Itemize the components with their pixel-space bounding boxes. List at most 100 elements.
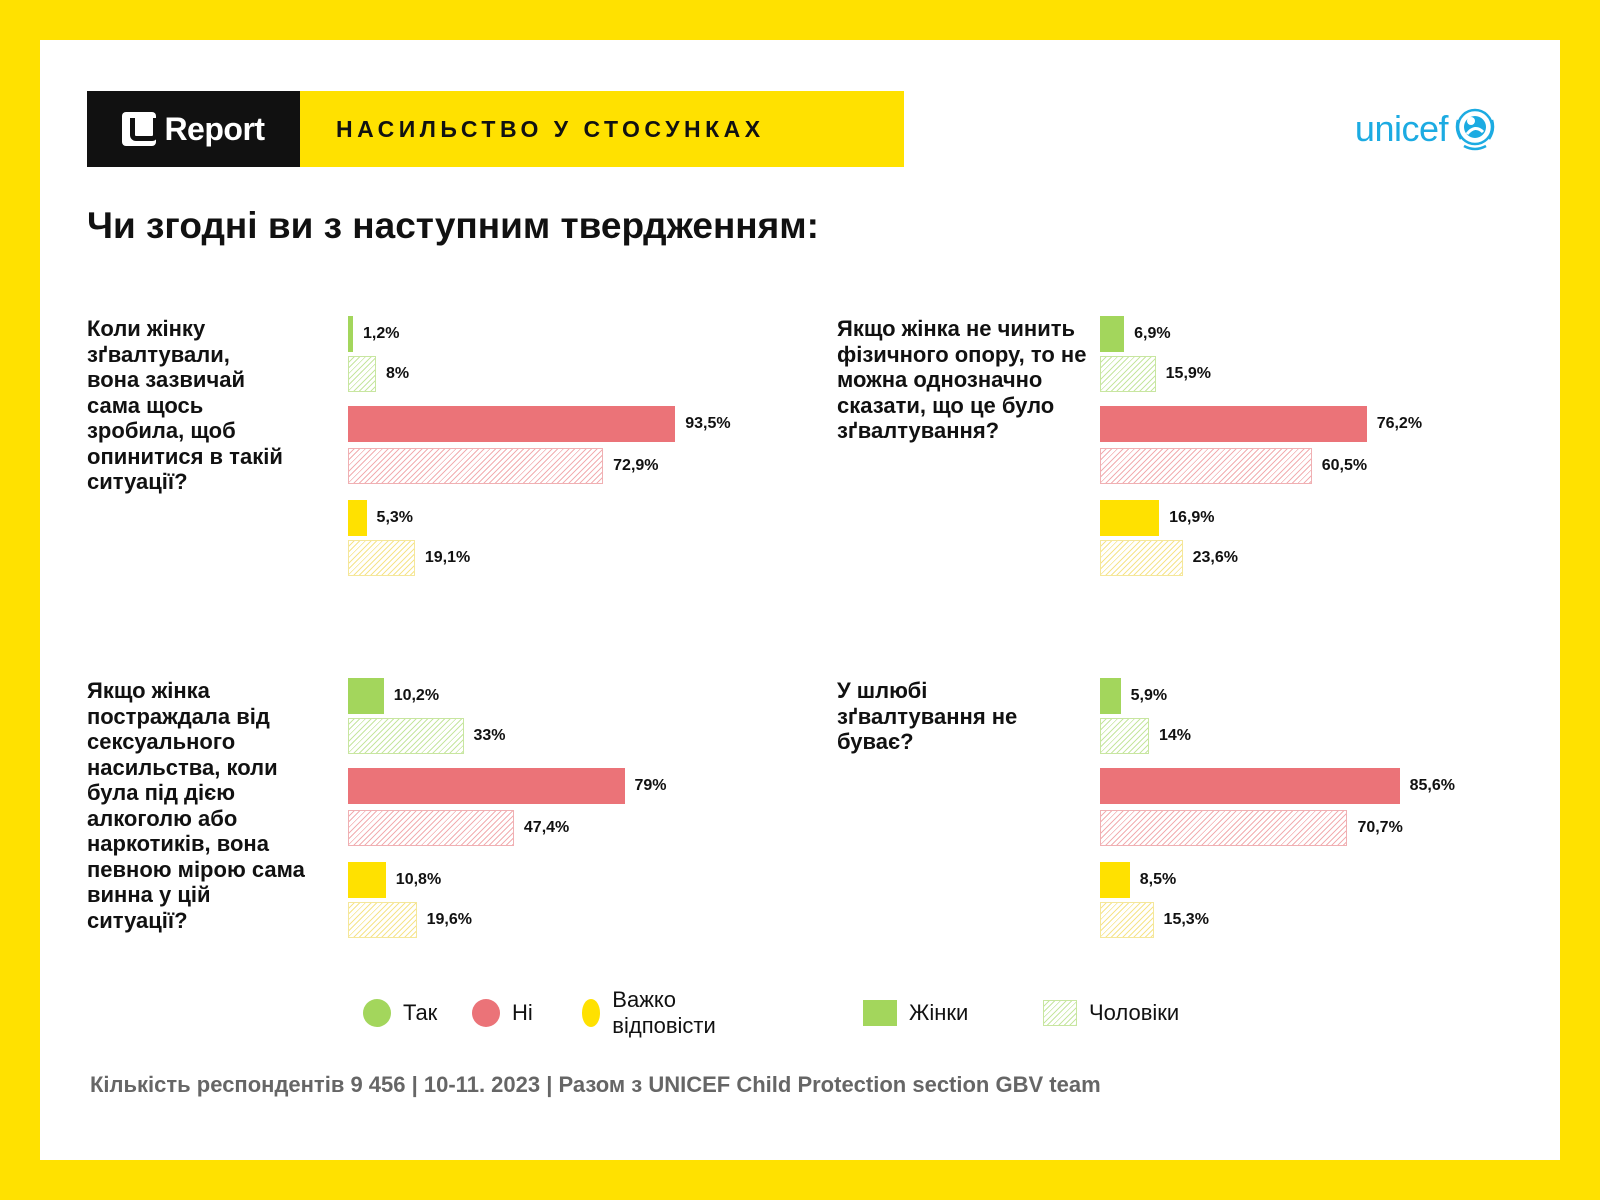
legend-vazhko: Важко відповісти xyxy=(582,987,726,1038)
legend-label: Чоловіки xyxy=(1089,1000,1180,1025)
legend-label: Ні xyxy=(512,1000,533,1025)
data-label: 79% xyxy=(634,777,667,794)
data-label: 60,5% xyxy=(1321,457,1368,474)
bar-row: 10,2% xyxy=(348,678,439,714)
bar-red-women xyxy=(348,406,676,442)
bar-row: 19,1% xyxy=(348,540,470,576)
bar-row: 23,6% xyxy=(1100,540,1238,576)
bar-red-women xyxy=(1100,768,1400,804)
unicef-wordmark: unicef xyxy=(1354,108,1449,149)
bar-yellow-women xyxy=(1100,500,1160,536)
chart-panel-4: У шлюбі зґвалтування не буває? 5,9% 14% 85… xyxy=(837,678,1517,948)
legend-women: Жінки xyxy=(863,995,968,1031)
bar-green-men xyxy=(348,718,464,754)
solid-square-icon xyxy=(863,1000,897,1026)
question-text: Якщо жінка постраждала від сексуального … xyxy=(87,678,305,933)
unicef-emblem-icon xyxy=(1455,108,1495,151)
infographic-card: Report НАСИЛЬСТВО У СТОСУНКАХ unicef Чи … xyxy=(40,40,1560,1160)
data-label: 76,2% xyxy=(1376,415,1423,432)
data-label: 15,3% xyxy=(1163,911,1209,928)
data-label: 72,9% xyxy=(613,457,659,474)
bar-row: 85,6% xyxy=(1100,768,1455,804)
data-label: 85,6% xyxy=(1409,777,1455,794)
bar-red-men xyxy=(348,448,604,484)
bar-green-women xyxy=(348,678,384,714)
hatched-square-icon xyxy=(1043,1000,1077,1026)
chart-panel-2: Якщо жінка не чинить фізичного опору, то… xyxy=(837,316,1517,586)
yellow-dot-icon xyxy=(582,999,601,1027)
brand-name: Report xyxy=(164,110,265,147)
bar-red-men xyxy=(348,810,514,846)
footer-note: Кількість респондентів 9 456 | 10-11. 20… xyxy=(90,1072,1101,1097)
data-label: 5,3% xyxy=(376,509,414,526)
bar-red-women xyxy=(348,768,625,804)
data-label: 14% xyxy=(1159,727,1192,744)
data-label: 6,9% xyxy=(1134,325,1171,342)
data-label: 1,2% xyxy=(363,325,400,342)
bar-row: 19,6% xyxy=(348,902,472,938)
question-text: Якщо жінка не чинить фізичного опору, то… xyxy=(837,316,1087,443)
bar-row: 70,7% xyxy=(1100,810,1403,846)
bar-red-women xyxy=(1100,406,1367,442)
data-label: 16,9% xyxy=(1169,509,1215,526)
legend-label: Так xyxy=(403,1000,438,1025)
legend-men: Чоловіки xyxy=(1043,995,1179,1031)
data-label: 47,4% xyxy=(523,819,570,836)
bar-yellow-men xyxy=(1100,902,1154,938)
bar-yellow-men xyxy=(1100,540,1183,576)
legend-ni: Ні xyxy=(472,995,533,1031)
data-label: 93,5% xyxy=(685,415,731,432)
data-label: 23,6% xyxy=(1192,549,1238,566)
bar-green-men xyxy=(348,356,376,392)
data-label: 10,8% xyxy=(395,871,442,888)
bar-yellow-men xyxy=(348,902,417,938)
bar-red-men xyxy=(1100,810,1348,846)
bar-row: 1,2% xyxy=(348,316,399,352)
data-label: 19,1% xyxy=(424,549,471,566)
data-label: 33% xyxy=(473,727,506,744)
ureport-logo: Report xyxy=(87,91,300,167)
data-label: 8,5% xyxy=(1139,871,1177,888)
question-text: Коли жінку зґвалтували, вона зазвичай са… xyxy=(87,316,283,494)
bar-row: 76,2% xyxy=(1100,406,1422,442)
bar-green-women xyxy=(348,316,353,352)
data-label: 19,6% xyxy=(426,911,472,928)
bar-yellow-women xyxy=(1100,862,1130,898)
red-dot-icon xyxy=(472,999,500,1027)
bar-row: 15,9% xyxy=(1100,356,1211,392)
legend-tak: Так xyxy=(363,995,437,1031)
bar-row: 47,4% xyxy=(348,810,569,846)
question-title: Чи згодні ви з наступним твердженням: xyxy=(87,205,819,246)
legend-label: Жінки xyxy=(909,1000,969,1025)
legend-label: Важко відповісти xyxy=(612,987,716,1038)
header-band: НАСИЛЬСТВО У СТОСУНКАХ xyxy=(300,91,904,167)
bar-row: 6,9% xyxy=(1100,316,1171,352)
question-text: У шлюбі зґвалтування не буває? xyxy=(837,678,1018,754)
bar-row: 8% xyxy=(348,356,409,392)
data-label: 70,7% xyxy=(1357,819,1403,836)
bar-row: 33% xyxy=(348,718,506,754)
u-logo-icon xyxy=(122,112,159,146)
header-title: НАСИЛЬСТВО У СТОСУНКАХ xyxy=(336,115,765,142)
bar-row: 16,9% xyxy=(1100,500,1215,536)
data-label: 10,2% xyxy=(393,687,440,704)
bar-row: 79% xyxy=(348,768,667,804)
green-dot-icon xyxy=(363,999,391,1027)
bar-row: 15,3% xyxy=(1100,902,1209,938)
data-label: 5,9% xyxy=(1130,687,1168,704)
bar-row: 14% xyxy=(1100,718,1191,754)
bar-row: 8,5% xyxy=(1100,862,1176,898)
chart-panel-3: Якщо жінка постраждала від сексуального … xyxy=(87,678,767,948)
bar-green-women xyxy=(1100,316,1125,352)
bar-row: 10,8% xyxy=(348,862,441,898)
bar-green-men xyxy=(1100,356,1156,392)
chart-panel-1: Коли жінку зґвалтували, вона зазвичай са… xyxy=(87,316,767,586)
bar-green-women xyxy=(1100,678,1121,714)
bar-yellow-men xyxy=(348,540,415,576)
unicef-logo: unicef xyxy=(1355,106,1498,152)
bar-row: 60,5% xyxy=(1100,448,1367,484)
bar-row: 93,5% xyxy=(348,406,731,442)
data-label: 15,9% xyxy=(1165,365,1212,382)
data-label: 8% xyxy=(386,365,410,382)
bar-yellow-women xyxy=(348,862,386,898)
